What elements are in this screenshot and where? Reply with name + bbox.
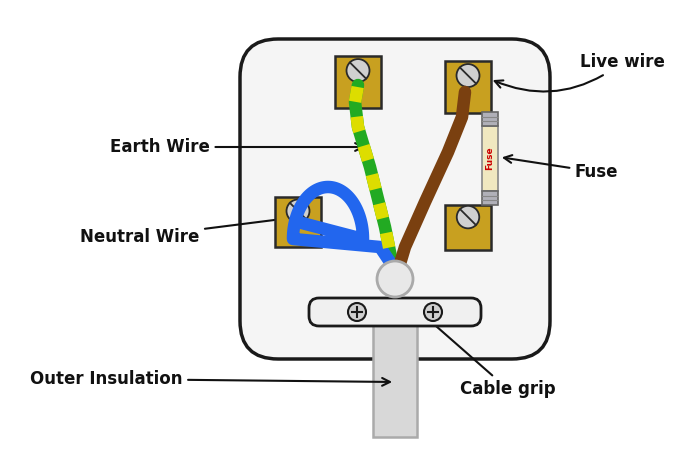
Text: Earth Wire: Earth Wire bbox=[110, 138, 363, 156]
Bar bbox=[373, 302, 417, 317]
Text: Live wire: Live wire bbox=[495, 53, 665, 91]
Text: Outer Insulation: Outer Insulation bbox=[30, 370, 390, 388]
Text: Neutral Wire: Neutral Wire bbox=[80, 215, 293, 246]
Bar bbox=[373, 312, 417, 437]
Circle shape bbox=[456, 206, 480, 228]
Circle shape bbox=[348, 303, 366, 321]
Text: Fuse: Fuse bbox=[504, 155, 619, 181]
Circle shape bbox=[377, 261, 413, 297]
Circle shape bbox=[286, 200, 309, 223]
FancyBboxPatch shape bbox=[309, 298, 481, 326]
Circle shape bbox=[424, 303, 442, 321]
Text: Fuse: Fuse bbox=[486, 147, 494, 170]
Circle shape bbox=[346, 59, 370, 82]
Text: Cable grip: Cable grip bbox=[424, 315, 556, 398]
Bar bbox=[482, 191, 498, 205]
Bar bbox=[335, 56, 381, 108]
Bar bbox=[482, 126, 498, 191]
Bar bbox=[445, 61, 491, 113]
Bar bbox=[482, 112, 498, 126]
Circle shape bbox=[456, 64, 480, 87]
FancyBboxPatch shape bbox=[240, 39, 550, 359]
Bar bbox=[445, 204, 491, 250]
Bar bbox=[275, 197, 321, 247]
